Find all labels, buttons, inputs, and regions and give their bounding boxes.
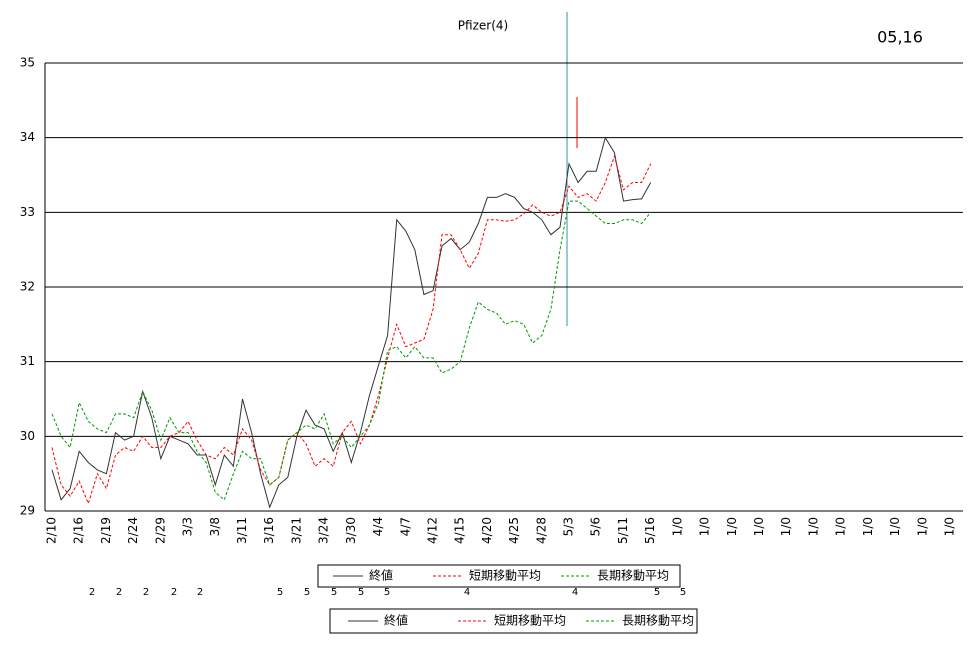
x-tick-label: 1/0 <box>861 517 875 536</box>
x-tick-label: 1/0 <box>670 517 684 536</box>
x-tick-label: 3/16 <box>262 517 276 544</box>
series-line <box>51 154 652 505</box>
x-tick-label: 1/0 <box>779 517 793 536</box>
x-tick-label: 4/12 <box>425 517 439 544</box>
series-line <box>51 200 652 501</box>
legend-label: 長期移動平均 <box>597 569 669 583</box>
x-tick-label: 4/25 <box>507 517 521 544</box>
x-tick-label: 2/24 <box>126 517 140 544</box>
y-tick-label: 34 <box>20 130 35 144</box>
axis-fragment: 5 <box>654 587 660 598</box>
axis-fragment: 5 <box>358 587 364 598</box>
x-tick-label: 1/0 <box>943 517 957 536</box>
axis-fragment: 2 <box>143 587 149 598</box>
axis-fragment: 5 <box>277 587 283 598</box>
y-tick-label: 33 <box>20 205 35 219</box>
x-tick-label: 1/0 <box>752 517 766 536</box>
legend-label: 短期移動平均 <box>469 569 541 583</box>
x-tick-label: 5/6 <box>589 517 603 536</box>
x-tick-label: 1/0 <box>806 517 820 536</box>
y-tick-label: 30 <box>20 429 35 443</box>
axis-fragment: 2 <box>171 587 177 598</box>
x-tick-label: 5/11 <box>616 517 630 544</box>
legend-label: 長期移動平均 <box>622 614 694 628</box>
x-tick-label: 4/15 <box>453 517 467 544</box>
x-tick-label: 2/19 <box>99 517 113 544</box>
axis-fragment: 5 <box>331 587 337 598</box>
axis-fragment: 4 <box>464 587 470 598</box>
x-tick-label: 4/28 <box>534 517 548 544</box>
axis-fragment: 2 <box>197 587 203 598</box>
axis-fragment: 2 <box>116 587 122 598</box>
axis-fragment: 5 <box>384 587 390 598</box>
axis-fragment: 5 <box>304 587 310 598</box>
x-tick-label: 3/24 <box>317 517 331 544</box>
x-tick-label: 3/8 <box>208 517 222 536</box>
series-line <box>51 136 652 509</box>
x-tick-label: 3/11 <box>235 517 249 544</box>
legend-label: 終値 <box>369 568 393 583</box>
y-tick-label: 31 <box>20 354 35 368</box>
x-tick-label: 1/0 <box>834 517 848 536</box>
x-tick-label: 1/0 <box>915 517 929 536</box>
x-tick-label: 4/7 <box>398 517 412 536</box>
axis-fragment: 4 <box>572 587 578 598</box>
x-tick-label: 3/21 <box>289 517 303 544</box>
y-tick-label: 35 <box>20 56 35 70</box>
x-tick-label: 2/10 <box>45 517 59 544</box>
x-tick-label: 3/30 <box>344 517 358 544</box>
x-tick-label: 4/4 <box>371 517 385 536</box>
x-tick-label: 1/0 <box>698 517 712 536</box>
legend-label: 短期移動平均 <box>494 614 566 628</box>
x-tick-label: 5/3 <box>562 517 576 536</box>
x-tick-label: 5/16 <box>643 517 657 544</box>
axis-fragment: 2 <box>89 587 95 598</box>
date-label: 05,16 <box>877 28 923 47</box>
y-tick-label: 32 <box>20 280 35 294</box>
x-tick-label: 4/20 <box>480 517 494 544</box>
x-tick-label: 3/3 <box>181 517 195 536</box>
x-tick-label: 1/0 <box>725 517 739 536</box>
y-tick-label: 29 <box>20 504 35 518</box>
x-tick-label: 2/16 <box>72 517 86 544</box>
legend-label: 終値 <box>384 613 408 628</box>
x-tick-label: 2/29 <box>153 517 167 544</box>
axis-fragment: 5 <box>680 587 686 598</box>
x-tick-label: 1/0 <box>888 517 902 536</box>
chart-title: Pfizer(4) <box>458 19 508 33</box>
legend <box>329 608 698 634</box>
legend <box>317 564 681 588</box>
